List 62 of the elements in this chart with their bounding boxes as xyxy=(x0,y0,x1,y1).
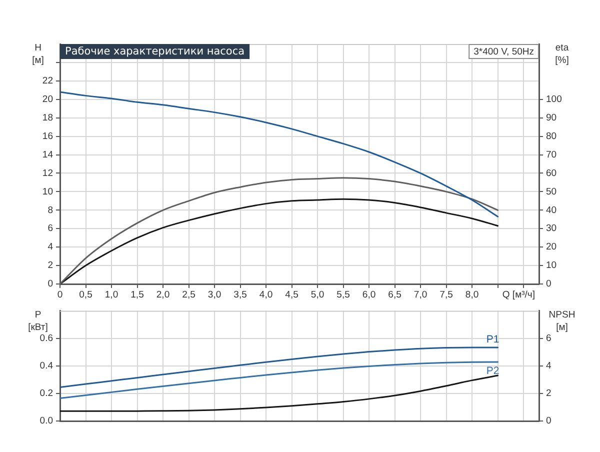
chart-subtitle: 3*400 V, 50Hz xyxy=(474,46,534,58)
y2-tick-label: 90 xyxy=(546,112,557,124)
y2-tick-label: 10 xyxy=(546,260,557,272)
x-tick-label: 1,0 xyxy=(104,289,118,300)
y2-tick-label: 4 xyxy=(546,360,552,372)
y-tick-label: 0 xyxy=(48,278,53,290)
x-tick-label: 5,0 xyxy=(310,289,324,300)
y2-axis-title: eta [%] xyxy=(555,42,570,66)
y2-tick-label: 30 xyxy=(546,223,557,234)
y2-tick-label: 2 xyxy=(546,388,552,400)
x-tick-label: 7,0 xyxy=(414,289,428,300)
x-tick-label: 0 xyxy=(57,289,63,300)
x-tick-label: 0,5 xyxy=(79,289,92,300)
y-tick-label: 0.4 xyxy=(40,360,53,372)
chart-title: Рабочие характеристики насоса xyxy=(65,46,245,58)
y-tick-label: 2 xyxy=(48,260,53,272)
x-tick-label: 8,0 xyxy=(465,289,479,300)
line-series xyxy=(60,361,499,399)
y-tick-label: 14 xyxy=(42,149,53,160)
y2-tick-label: 70 xyxy=(546,149,557,160)
y2-axis-title: NPSH [м] xyxy=(548,309,576,333)
y2-tick-label: 60 xyxy=(546,168,557,179)
x-tick-label: 1,5 xyxy=(130,289,144,300)
series-label: P2 xyxy=(486,364,500,377)
y2-tick-label: 0 xyxy=(546,416,552,427)
y-tick-label: 0.0 xyxy=(40,416,53,427)
y2-tick-label: 6 xyxy=(546,332,552,344)
x-tick-label: 7,5 xyxy=(440,289,453,300)
series-label: P1 xyxy=(486,333,500,346)
x-tick-label: 2,0 xyxy=(156,289,170,300)
y2-tick-label: 40 xyxy=(546,204,557,216)
x-tick-label: 5,5 xyxy=(336,289,350,300)
y-tick-label: 16 xyxy=(42,130,53,142)
x-tick-label: 3,0 xyxy=(208,289,222,300)
x-tick-label: 6,0 xyxy=(362,289,376,300)
y-tick-label: 22 xyxy=(42,76,53,87)
line-series xyxy=(60,91,499,218)
line-series xyxy=(60,198,499,284)
y2-tick-label: 80 xyxy=(546,130,557,142)
y2-tick-label: 50 xyxy=(546,186,557,198)
y-tick-label: 4 xyxy=(48,242,53,253)
line-series xyxy=(60,346,499,388)
y2-tick-label: 100 xyxy=(546,94,562,106)
y2-tick-label: 20 xyxy=(546,242,557,253)
x-tick-label: 4,0 xyxy=(259,289,273,300)
y-tick-label: 0.6 xyxy=(40,332,53,344)
y-tick-label: 20 xyxy=(42,94,53,106)
x-tick-label: 3,5 xyxy=(234,289,247,300)
y-tick-label: 18 xyxy=(42,112,53,124)
x-tick-label: 6,5 xyxy=(388,289,402,300)
y-axis-title: P [кВт] xyxy=(28,309,48,333)
y-tick-label: 0.2 xyxy=(40,388,53,400)
line-series xyxy=(60,374,499,412)
y2-tick-label: 0 xyxy=(546,278,552,290)
y-axis-title: H [м] xyxy=(32,42,44,66)
x-axis-title: Q [м³/ч] xyxy=(502,290,535,301)
x-tick-label: 2,5 xyxy=(182,289,196,300)
y-tick-label: 6 xyxy=(48,223,53,234)
y-tick-label: 8 xyxy=(48,204,53,216)
y-tick-label: 10 xyxy=(42,186,53,198)
y-tick-label: 12 xyxy=(42,168,53,179)
x-tick-label: 4,5 xyxy=(285,289,298,300)
